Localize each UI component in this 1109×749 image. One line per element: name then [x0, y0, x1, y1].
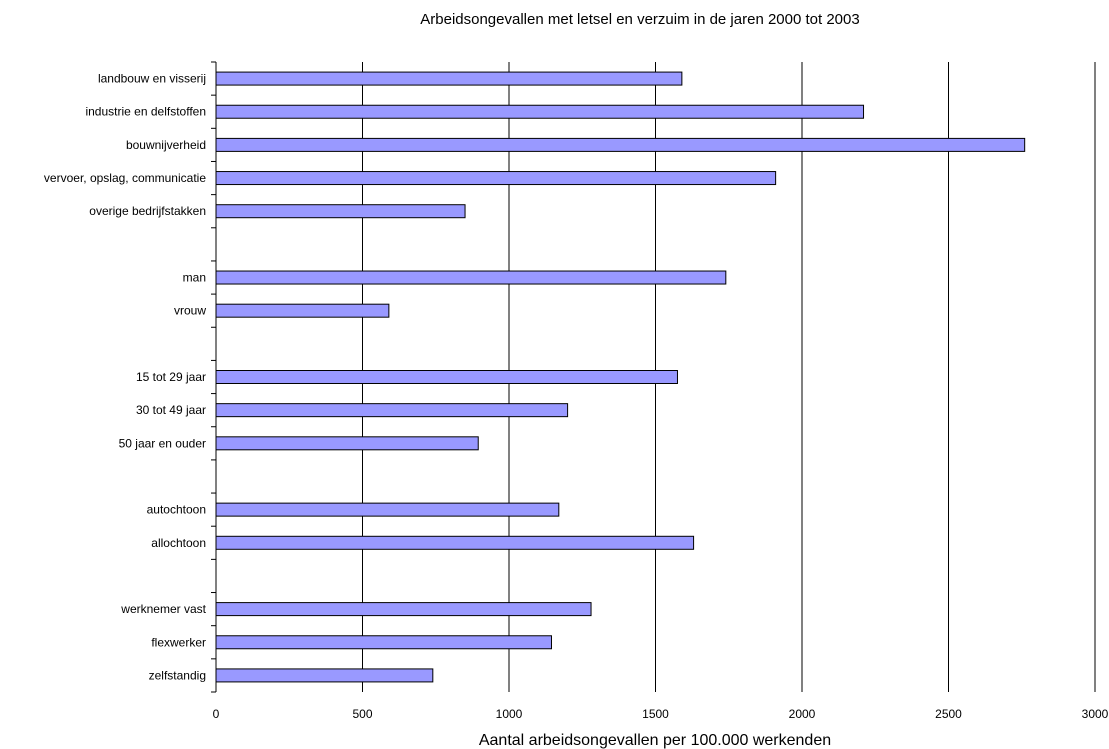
bar — [215, 171, 777, 186]
chart-title: Arbeidsongevallen met letsel en verzuim … — [420, 11, 859, 28]
bar — [215, 137, 1026, 152]
category-label: landbouw en visserij — [98, 72, 206, 86]
category-label: 50 jaar en ouder — [119, 436, 206, 450]
category-label: autochtoon — [147, 503, 206, 517]
category-label: flexwerker — [151, 635, 206, 649]
x-tick-label: 500 — [352, 707, 372, 721]
bar — [215, 270, 727, 285]
x-tick-labels: 0 500 1000 1500 2000 2500 3000 — [213, 707, 1109, 721]
x-tick-label: 0 — [213, 707, 220, 721]
category-label: vervoer, opslag, communicatie — [44, 171, 206, 185]
bar — [215, 303, 390, 318]
category-label: industrie en delfstoffen — [85, 105, 206, 119]
category-label: vrouw — [174, 304, 206, 318]
bar — [215, 668, 434, 683]
bar — [215, 370, 678, 384]
bar — [215, 403, 569, 418]
category-label: allochtoon — [151, 536, 206, 550]
category-labels: landbouw en visserij industrie en delfsto… — [44, 72, 207, 683]
bar — [215, 71, 683, 86]
x-tick-label: 1000 — [496, 707, 523, 721]
category-label: werknemer vast — [120, 602, 206, 616]
x-tick-label: 2000 — [789, 707, 816, 721]
bar — [215, 502, 560, 517]
bar — [215, 204, 466, 219]
category-label: 30 tot 49 jaar — [136, 403, 206, 417]
bar — [215, 602, 592, 617]
category-label: bouwnijverheid — [126, 138, 206, 152]
axes — [211, 61, 217, 693]
bar — [215, 535, 695, 550]
bar — [215, 635, 552, 650]
category-label: 15 tot 29 jaar — [136, 370, 206, 384]
bars — [215, 71, 1026, 683]
x-tick-label: 3000 — [1082, 707, 1109, 721]
x-tick-label: 2500 — [935, 707, 962, 721]
bar — [215, 436, 479, 451]
bar — [215, 104, 865, 119]
x-tick-label: 1500 — [642, 707, 669, 721]
category-label: overige bedrijfstakken — [89, 204, 206, 218]
category-label: man — [183, 271, 206, 285]
category-label: zelfstandig — [149, 668, 206, 682]
x-axis-label: Aantal arbeidsongevallen per 100.000 wer… — [479, 732, 831, 749]
